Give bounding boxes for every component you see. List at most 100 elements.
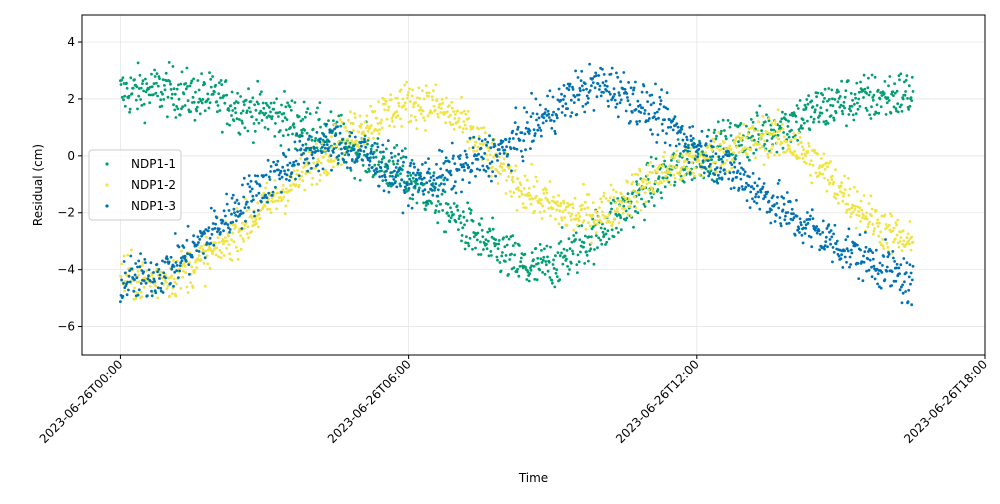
data-point bbox=[381, 143, 385, 147]
data-point bbox=[316, 106, 319, 110]
data-point bbox=[358, 152, 361, 156]
data-point bbox=[284, 155, 288, 159]
data-point bbox=[337, 114, 341, 118]
data-point bbox=[785, 133, 789, 136]
data-point bbox=[568, 247, 572, 251]
data-point bbox=[225, 93, 229, 97]
data-point bbox=[461, 226, 465, 230]
data-point bbox=[698, 173, 701, 177]
data-point bbox=[897, 266, 901, 270]
data-point bbox=[642, 177, 646, 181]
data-point bbox=[249, 190, 252, 193]
data-point bbox=[660, 171, 664, 175]
data-point bbox=[547, 260, 551, 264]
data-point bbox=[535, 112, 539, 116]
data-point bbox=[485, 247, 489, 251]
data-point bbox=[535, 278, 539, 282]
data-point bbox=[528, 272, 532, 275]
data-point bbox=[491, 165, 494, 169]
data-point bbox=[806, 211, 809, 214]
data-point bbox=[496, 247, 500, 251]
data-point bbox=[461, 127, 465, 131]
data-point bbox=[141, 261, 145, 264]
data-point bbox=[471, 247, 474, 251]
data-point bbox=[233, 211, 236, 215]
data-point bbox=[811, 105, 815, 108]
data-point bbox=[190, 265, 194, 269]
data-point bbox=[260, 90, 263, 94]
data-point bbox=[221, 238, 225, 241]
data-point bbox=[555, 200, 559, 204]
data-point bbox=[283, 212, 287, 216]
data-point bbox=[785, 140, 789, 144]
data-point bbox=[511, 137, 515, 140]
data-point bbox=[490, 179, 493, 183]
data-point bbox=[668, 171, 672, 174]
data-point bbox=[906, 300, 910, 304]
data-point bbox=[587, 221, 590, 225]
data-point bbox=[172, 103, 175, 107]
data-point bbox=[376, 122, 380, 125]
data-point bbox=[532, 258, 535, 262]
data-point bbox=[426, 170, 430, 174]
data-point bbox=[555, 275, 559, 279]
data-point bbox=[317, 117, 321, 121]
data-point bbox=[287, 148, 291, 152]
data-point bbox=[780, 117, 784, 121]
data-point bbox=[722, 151, 726, 154]
data-point bbox=[723, 161, 727, 165]
data-point bbox=[119, 275, 123, 278]
data-point bbox=[427, 190, 430, 194]
data-point bbox=[191, 95, 195, 99]
data-point bbox=[843, 174, 846, 178]
data-point bbox=[433, 108, 437, 112]
data-point bbox=[432, 178, 436, 182]
data-point bbox=[358, 148, 362, 152]
data-point bbox=[904, 243, 908, 246]
data-point bbox=[872, 264, 876, 268]
data-point bbox=[519, 183, 523, 187]
data-point bbox=[449, 169, 452, 173]
data-point bbox=[314, 137, 318, 140]
data-point bbox=[702, 153, 706, 157]
data-point bbox=[322, 143, 326, 147]
data-point bbox=[867, 250, 870, 253]
data-point bbox=[524, 265, 527, 269]
data-point bbox=[774, 213, 778, 217]
data-point bbox=[242, 176, 246, 180]
data-point bbox=[702, 171, 706, 175]
data-point bbox=[156, 296, 160, 300]
data-point bbox=[129, 254, 133, 258]
data-point bbox=[306, 138, 310, 141]
data-point bbox=[619, 98, 623, 102]
data-point bbox=[756, 184, 759, 188]
data-point bbox=[710, 178, 714, 182]
data-point bbox=[760, 135, 763, 139]
data-point bbox=[234, 225, 238, 229]
data-point bbox=[227, 107, 230, 110]
data-point bbox=[881, 264, 884, 267]
data-point bbox=[710, 145, 714, 149]
data-point bbox=[760, 145, 764, 149]
data-point bbox=[727, 154, 731, 158]
data-point bbox=[186, 252, 189, 256]
data-point bbox=[139, 86, 143, 90]
data-point bbox=[267, 191, 271, 195]
data-point bbox=[817, 229, 821, 233]
data-point bbox=[767, 119, 771, 123]
data-point bbox=[244, 221, 248, 225]
data-point bbox=[422, 182, 426, 186]
data-point bbox=[450, 141, 454, 145]
data-point bbox=[768, 210, 771, 214]
data-point bbox=[774, 135, 778, 139]
data-point bbox=[635, 120, 638, 123]
data-point bbox=[807, 144, 811, 148]
data-point bbox=[258, 216, 262, 220]
data-point bbox=[830, 178, 834, 181]
data-point bbox=[687, 146, 690, 150]
data-point bbox=[903, 93, 907, 97]
data-point bbox=[635, 180, 638, 184]
data-point bbox=[568, 268, 571, 271]
data-point bbox=[239, 247, 243, 251]
data-point bbox=[436, 115, 440, 119]
